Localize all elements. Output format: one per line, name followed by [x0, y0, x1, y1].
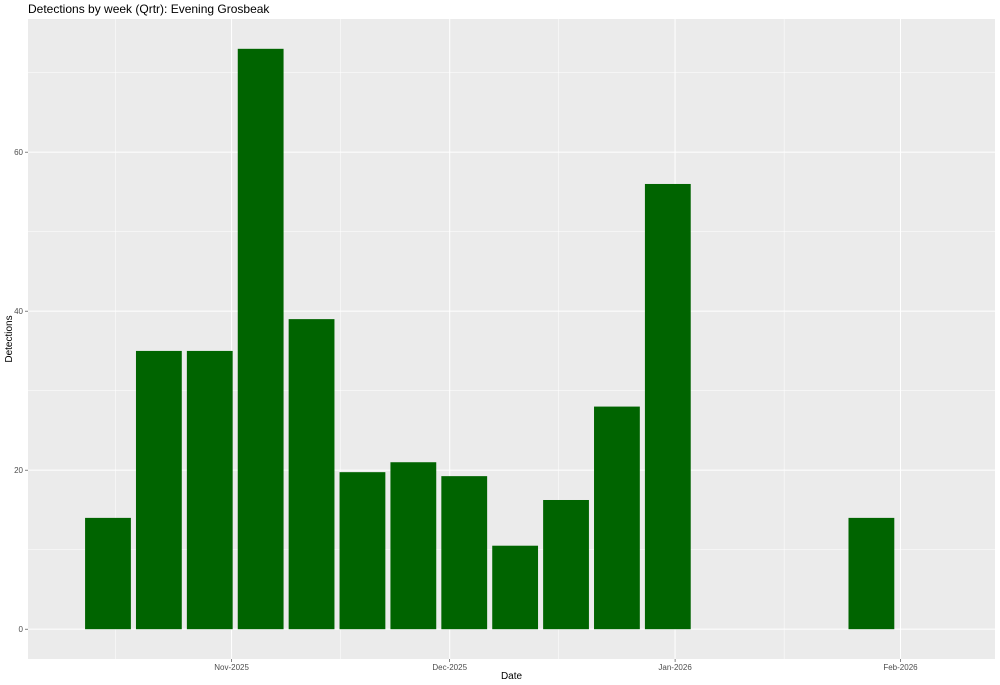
- x-tick-label: Nov-2025: [214, 663, 249, 672]
- bar: [594, 406, 640, 630]
- bar: [543, 499, 589, 630]
- x-tick-label: Dec-2025: [432, 663, 467, 672]
- y-tick-label: 0: [19, 625, 24, 634]
- chart-title: Detections by week (Qrtr): Evening Grosb…: [28, 2, 270, 16]
- bar: [85, 517, 131, 630]
- y-tick-label: 60: [14, 148, 23, 157]
- x-tick-label: Feb-2026: [883, 663, 918, 672]
- bar: [390, 462, 437, 630]
- bar: [441, 476, 488, 630]
- y-axis-label: Detections: [4, 315, 15, 362]
- bar: [492, 545, 539, 630]
- bar: [644, 183, 691, 630]
- bar: [186, 350, 233, 630]
- bar: [288, 319, 335, 630]
- y-tick-label: 40: [14, 307, 23, 316]
- y-tick-label: 20: [14, 466, 23, 475]
- bar: [237, 48, 284, 630]
- x-axis-label: Date: [501, 671, 523, 682]
- bar: [135, 350, 182, 630]
- x-tick-label: Jan-2026: [658, 663, 692, 672]
- bar: [848, 517, 895, 630]
- bar: [339, 472, 386, 630]
